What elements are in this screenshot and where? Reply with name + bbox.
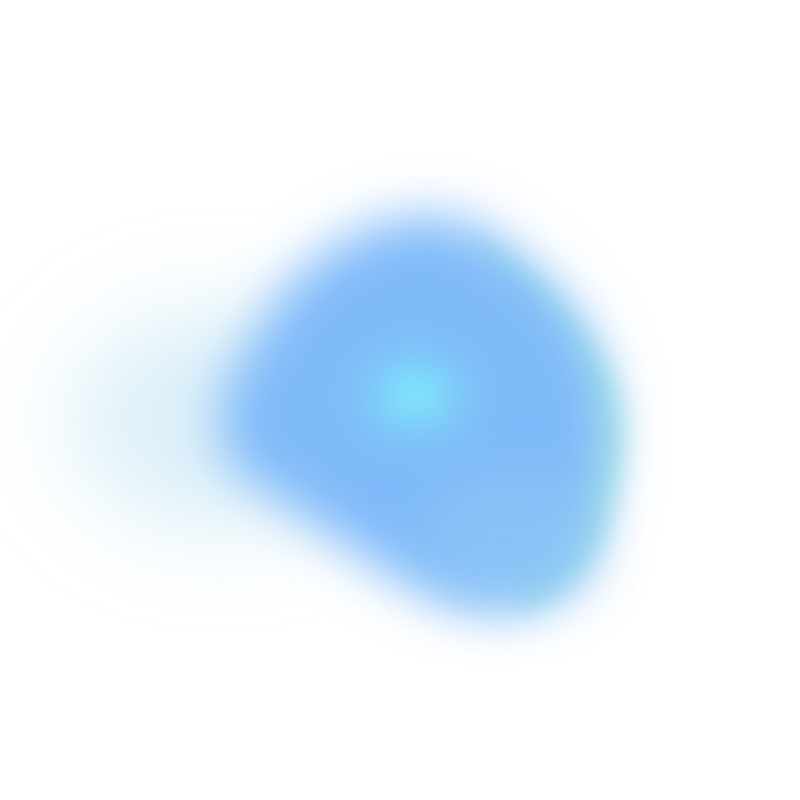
lower-lobe [420,470,600,610]
bright-core [320,315,510,475]
